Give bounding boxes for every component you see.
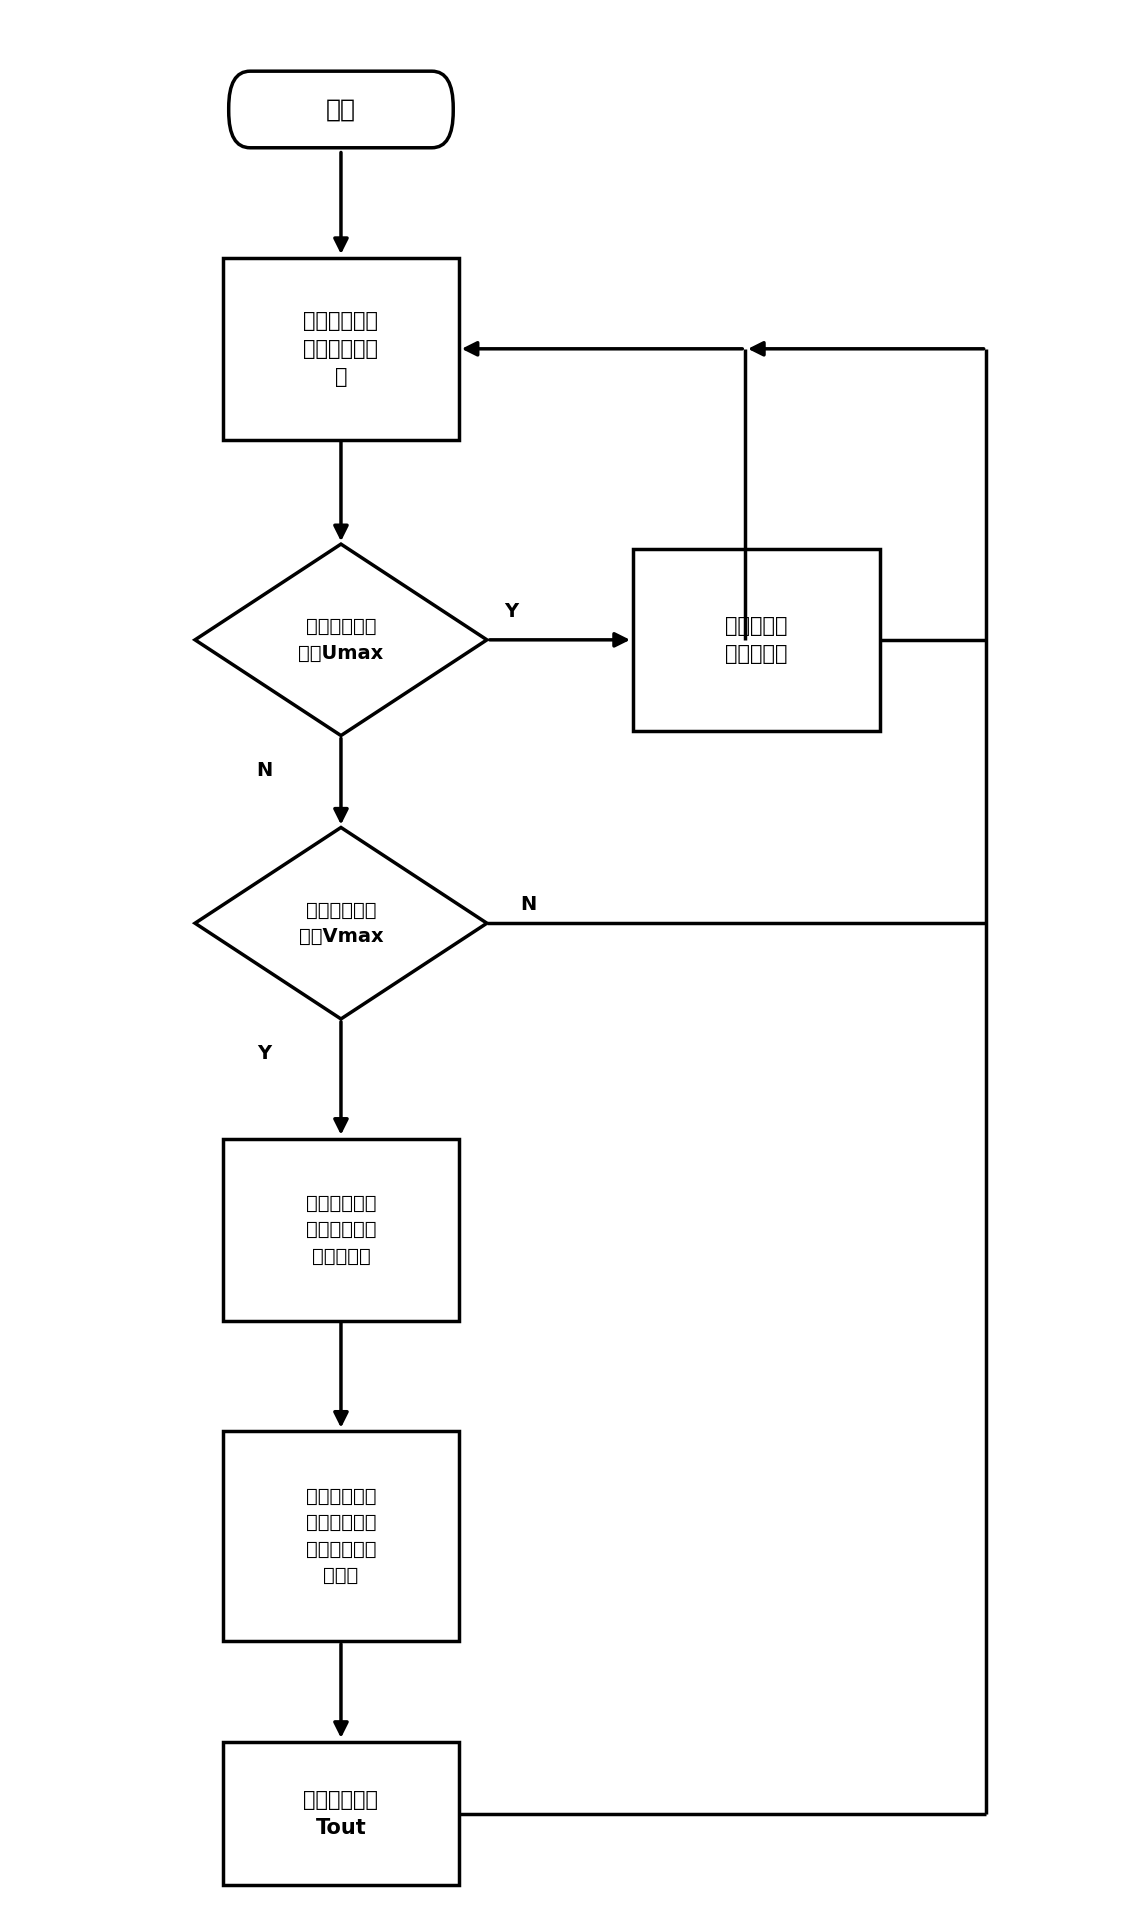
- Text: 母线电压是否
大于Umax: 母线电压是否 大于Umax: [299, 617, 383, 663]
- Text: 当前转速是否
大于Vmax: 当前转速是否 大于Vmax: [299, 900, 383, 946]
- Text: 关主继电器
关功率模块: 关主继电器 关功率模块: [725, 615, 787, 663]
- Bar: [223, 1138, 459, 1321]
- Text: Y: Y: [503, 602, 518, 621]
- Text: 开始: 开始: [326, 98, 356, 121]
- Text: 获得当前电机
转速和母线电
压: 获得当前电机 转速和母线电 压: [303, 312, 379, 387]
- Text: 新的转矩输出
限値与加速踩
板开度相比取
最小値: 新的转矩输出 限値与加速踩 板开度相比取 最小値: [305, 1486, 377, 1585]
- Text: Y: Y: [258, 1044, 271, 1063]
- Bar: [633, 548, 880, 731]
- Polygon shape: [195, 544, 487, 737]
- Text: 电机输出转矩
Tout: 电机输出转矩 Tout: [303, 1790, 379, 1838]
- Text: 限速保护调节
器动作调节转
矩输出限値: 限速保护调节 器动作调节转 矩输出限値: [305, 1194, 377, 1265]
- Text: N: N: [520, 894, 537, 913]
- Bar: [223, 1742, 459, 1885]
- Polygon shape: [195, 827, 487, 1019]
- Bar: [223, 258, 459, 440]
- Text: N: N: [257, 760, 273, 779]
- Bar: [223, 1431, 459, 1640]
- FancyBboxPatch shape: [228, 71, 454, 148]
